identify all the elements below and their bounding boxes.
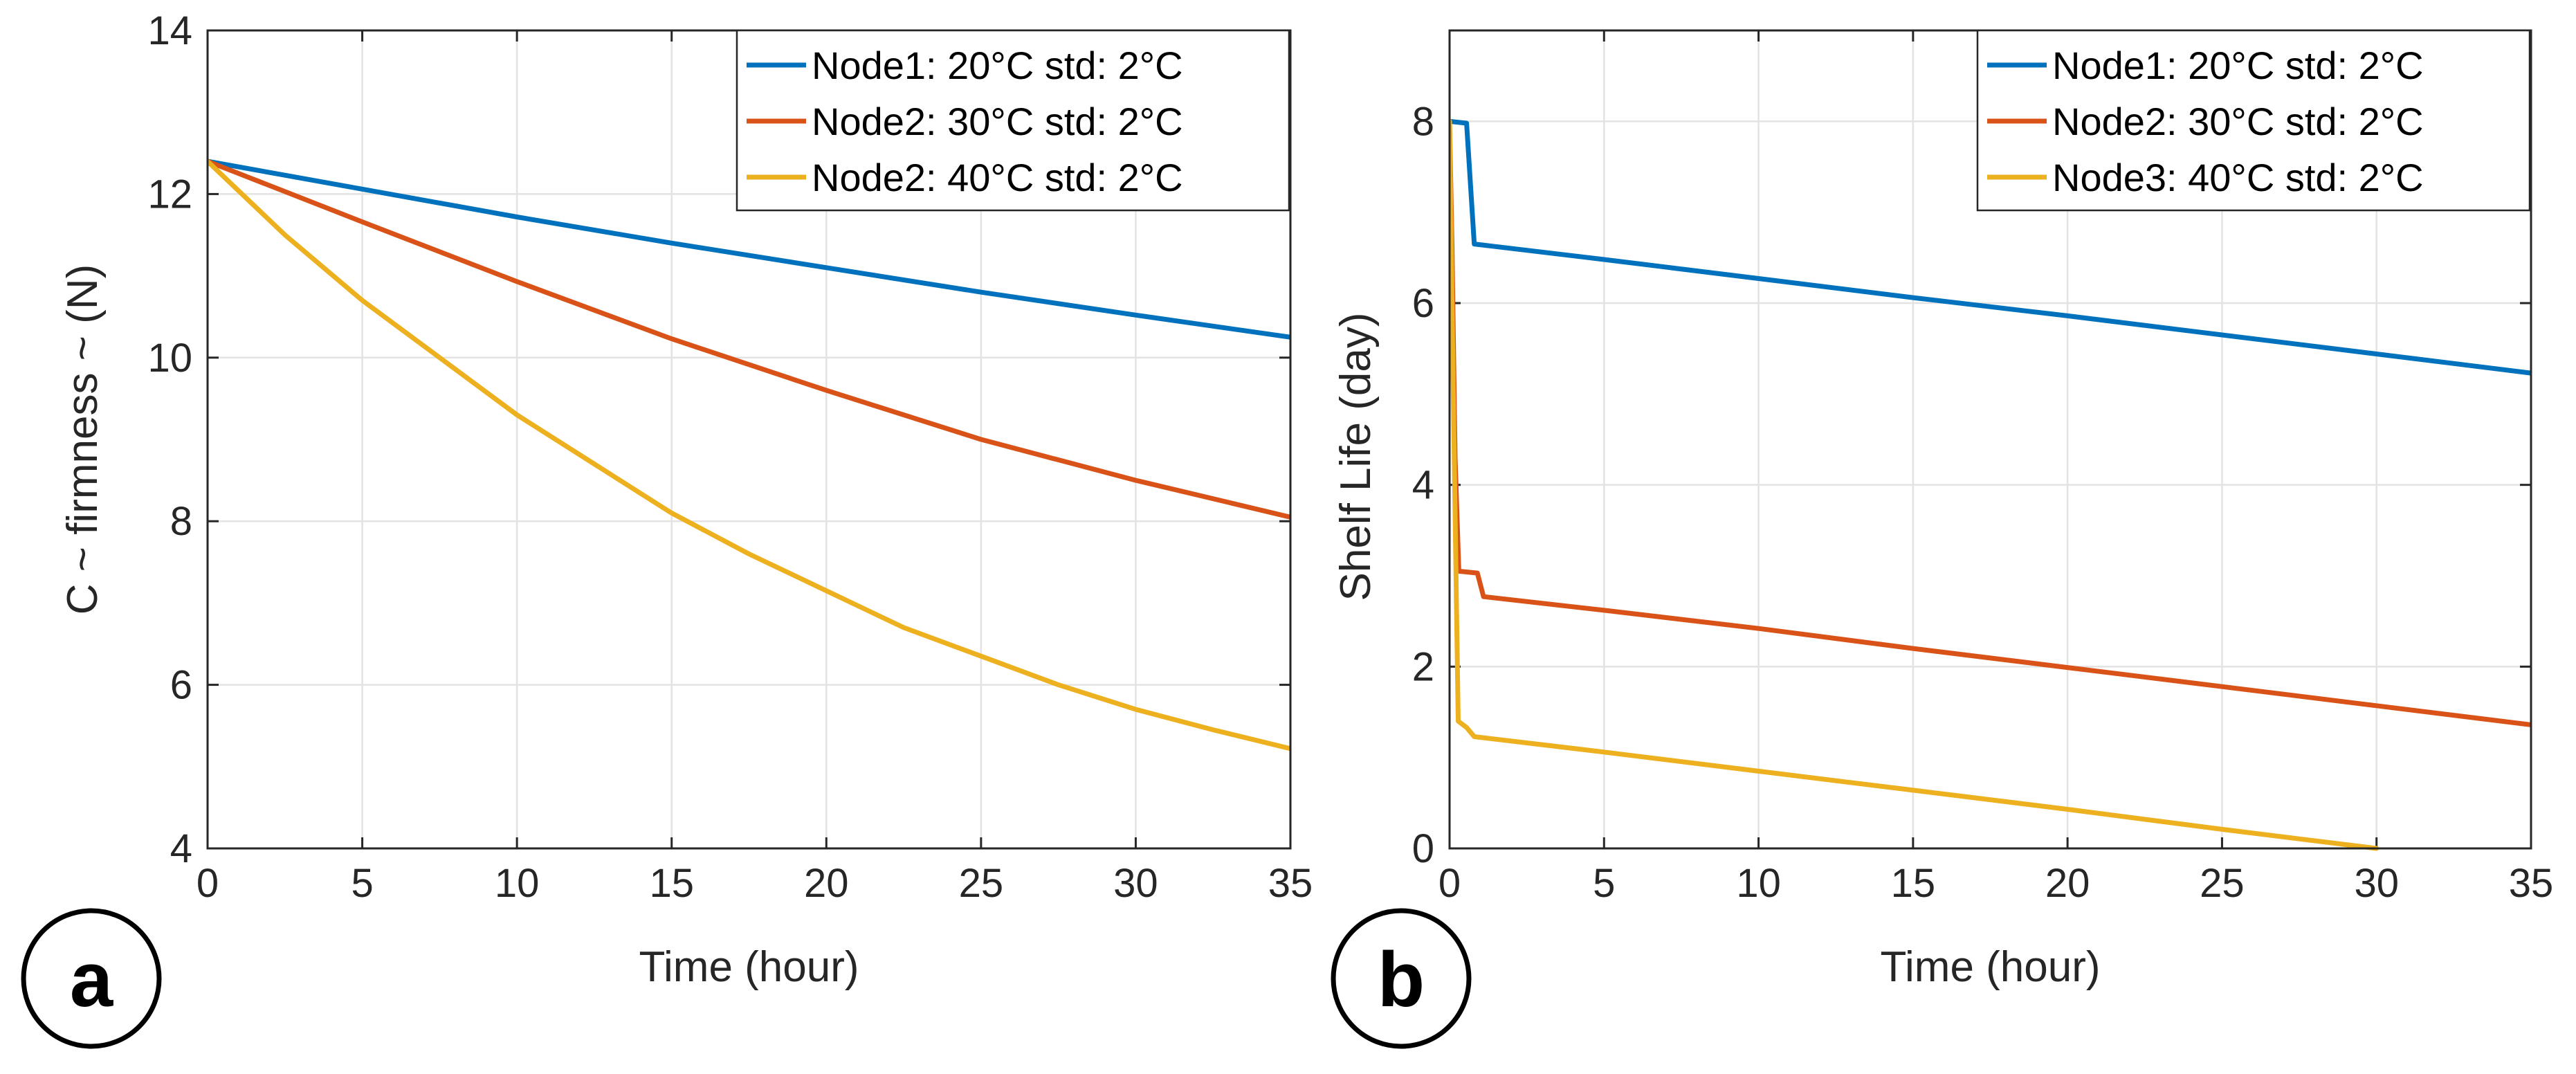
legend-label-3: Node3: 40°C std: 2°C — [2052, 156, 2424, 199]
y-tick-label: 6 — [170, 663, 192, 708]
x-tick-label: 10 — [495, 861, 540, 906]
legend: Node1: 20°C std: 2°C Node2: 30°C std: 2°C… — [736, 29, 1290, 212]
series-line-3 — [208, 158, 1290, 752]
legend-label-1: Node1: 20°C std: 2°C — [812, 44, 1183, 87]
y-tick-label: 4 — [170, 826, 192, 871]
x-tick-label: 15 — [649, 861, 694, 906]
x-axis-label: Time (hour) — [639, 943, 859, 991]
series-line-1 — [208, 158, 1290, 340]
y-tick-label: 8 — [1412, 99, 1434, 144]
x-tick-label: 20 — [2045, 861, 2090, 906]
x-tick-label: 25 — [959, 861, 1004, 906]
legend-label-1: Node1: 20°C std: 2°C — [2052, 44, 2424, 87]
y-tick-label: 0 — [1412, 826, 1434, 871]
legend-label-2: Node2: 30°C std: 2°C — [812, 100, 1183, 143]
x-tick-label: 5 — [351, 861, 373, 906]
y-axis-label: C ~ firmness ~ (N) — [59, 264, 107, 615]
x-tick-label: 10 — [1736, 861, 1781, 906]
y-tick-label: 12 — [147, 172, 192, 217]
series-group — [208, 158, 1290, 752]
series-line-3 — [1450, 118, 2379, 851]
series-line-1 — [1450, 118, 2531, 376]
panel-label-circle — [21, 908, 162, 1049]
series-line-2 — [208, 158, 1290, 520]
x-tick-label: 35 — [2509, 861, 2554, 906]
y-tick-label: 4 — [1412, 463, 1434, 508]
y-tick-label: 10 — [147, 336, 192, 381]
x-tick-label: 5 — [1593, 861, 1615, 906]
x-tick-label: 30 — [2354, 861, 2399, 906]
y-tick-label: 8 — [170, 499, 192, 544]
x-tick-label: 30 — [1113, 861, 1158, 906]
x-tick-label: 20 — [804, 861, 849, 906]
legend-box — [736, 29, 1290, 212]
x-tick-label: 35 — [1268, 861, 1313, 906]
series-group — [1450, 118, 2531, 851]
chart-panel-a: 0 5 10 15 20 25 30 35 4 6 8 10 12 14 Node1: 20°C std: … — [21, 8, 1313, 1049]
x-tick-label: 0 — [1438, 861, 1461, 906]
y-axis-label: Shelf Life (day) — [1332, 313, 1380, 601]
y-tick-label: 2 — [1412, 644, 1434, 689]
legend-box — [1976, 29, 2531, 212]
x-axis-label: Time (hour) — [1880, 943, 2100, 991]
legend-label-3: Node2: 40°C std: 2°C — [812, 156, 1183, 199]
x-tick-label: 25 — [2200, 861, 2245, 906]
panel-label: b — [1378, 936, 1425, 1023]
x-tick-label: 0 — [197, 861, 219, 906]
y-tick-label: 6 — [1412, 281, 1434, 326]
x-tick-label: 15 — [1891, 861, 1936, 906]
legend: Node1: 20°C std: 2°C Node2: 30°C std: 2°C… — [1976, 29, 2531, 212]
panel-label-circle — [1331, 908, 1472, 1049]
legend-label-2: Node2: 30°C std: 2°C — [2052, 100, 2424, 143]
y-tick-label: 14 — [147, 8, 192, 53]
panel-label: a — [70, 936, 113, 1023]
